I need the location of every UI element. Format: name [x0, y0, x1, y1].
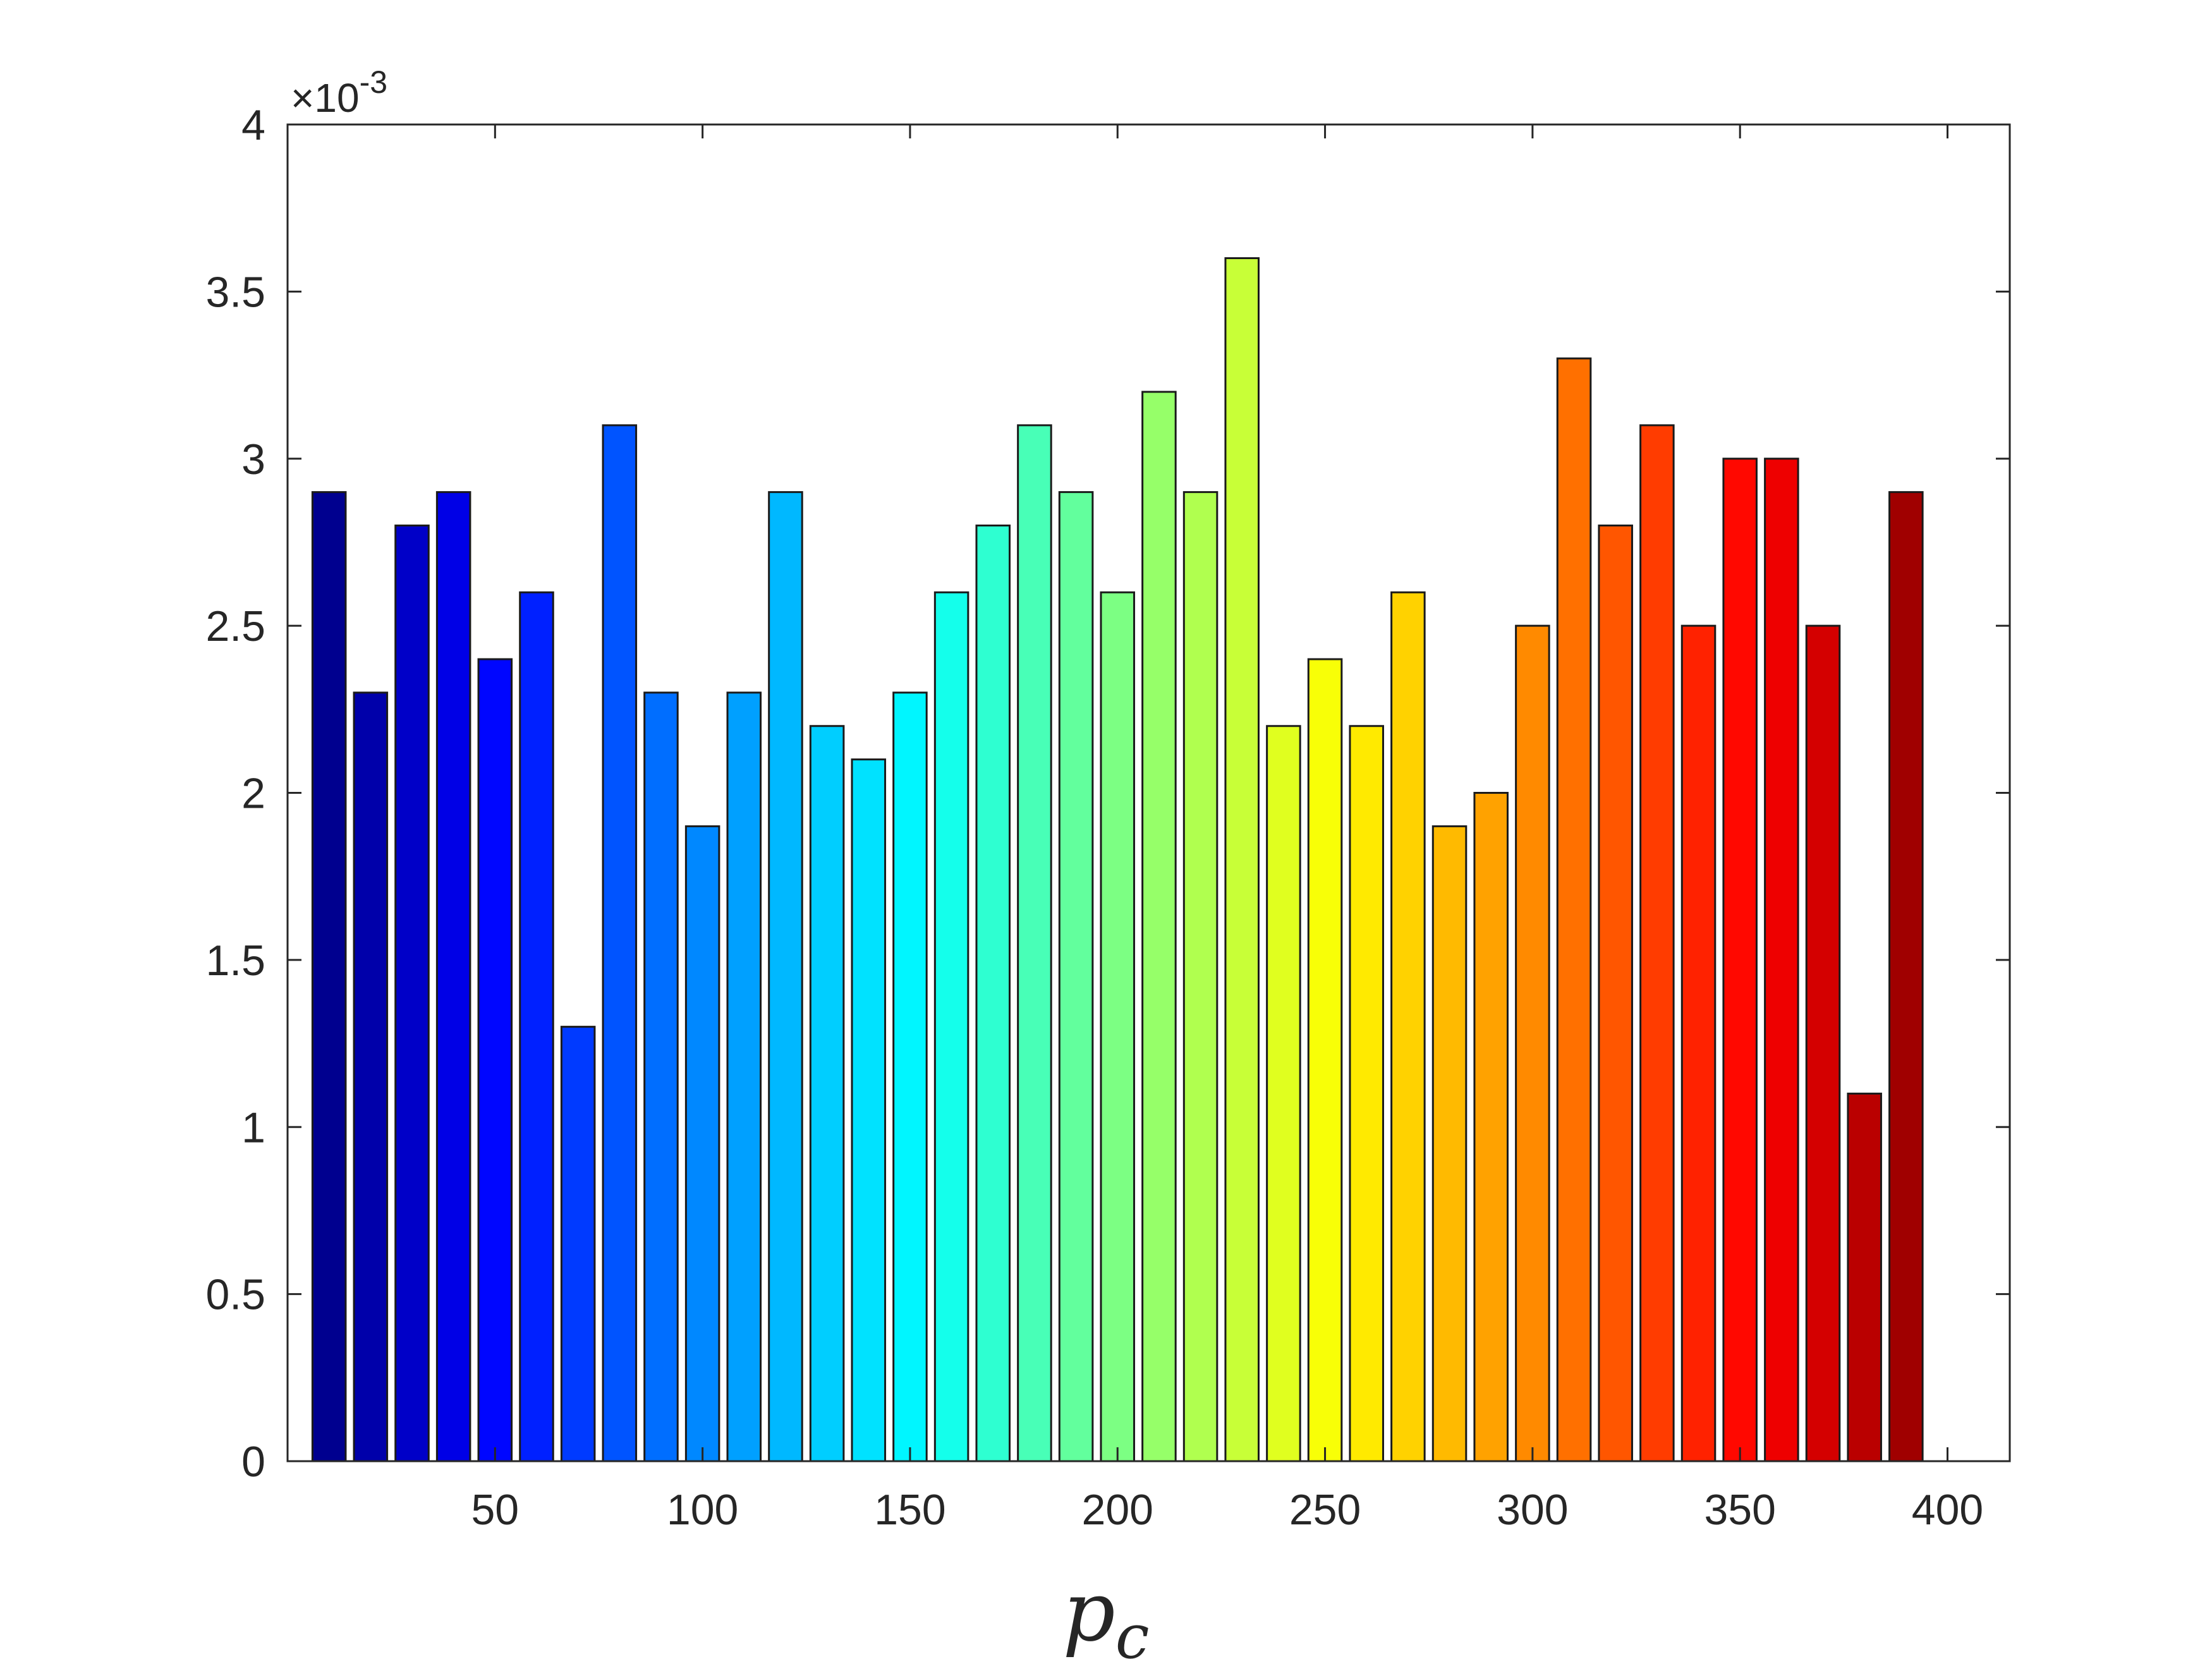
bar [768, 491, 803, 1462]
bar [1598, 525, 1633, 1462]
bar [1307, 658, 1343, 1462]
x-tick-label: 250 [1289, 1486, 1361, 1534]
bar [1805, 624, 1841, 1462]
bar [1390, 591, 1426, 1462]
bar [1722, 458, 1758, 1462]
bar [1556, 357, 1592, 1462]
bar [1349, 725, 1384, 1462]
bar [933, 591, 969, 1462]
bar [1639, 424, 1675, 1462]
bar [1141, 391, 1177, 1462]
bar [1058, 491, 1094, 1462]
bar [975, 525, 1011, 1462]
y-tick-label: 1.5 [205, 937, 265, 985]
bar [477, 658, 513, 1462]
bar [1224, 257, 1260, 1462]
bar [519, 591, 554, 1462]
bar [1266, 725, 1301, 1462]
bar [1473, 792, 1509, 1462]
x-tick-label: 400 [1912, 1486, 1983, 1534]
x-axis: 50 100 150 200 250 300 350 400 [471, 125, 1983, 1534]
y-tick-label: 0 [241, 1438, 265, 1486]
bar [851, 758, 887, 1462]
y-axis-multiplier: ×10-3 [291, 64, 387, 121]
bar [602, 424, 638, 1462]
bar [1680, 624, 1717, 1462]
y-tick-label: 1 [241, 1103, 265, 1152]
bar [726, 691, 762, 1462]
bar [1888, 491, 1924, 1462]
y-axis: 0 0.5 1 1.5 2 2.5 3 3.5 4 [205, 101, 2010, 1486]
x-tick-label: 300 [1497, 1486, 1568, 1534]
y-tick-label: 0.5 [205, 1271, 265, 1319]
bars-group [311, 257, 1924, 1462]
x-tick-label: 50 [471, 1486, 519, 1534]
bar [1847, 1092, 1882, 1462]
bar [1100, 591, 1136, 1462]
x-tick-label: 150 [874, 1486, 945, 1534]
bar [560, 1026, 596, 1462]
y-tick-label: 2.5 [205, 602, 265, 650]
bar [809, 725, 845, 1462]
bar [1017, 424, 1052, 1462]
bar [311, 491, 347, 1462]
y-tick-label: 3.5 [205, 268, 265, 316]
y-tick-label: 2 [241, 770, 265, 818]
x-tick-label: 200 [1082, 1486, 1153, 1534]
x-axis-label: pc [1063, 1564, 1150, 1659]
y-tick-label: 4 [241, 101, 265, 149]
bar [1431, 825, 1468, 1462]
y-tick-label: 3 [241, 435, 265, 483]
bar [394, 525, 430, 1462]
bar [1515, 624, 1550, 1462]
bar [1764, 458, 1799, 1462]
x-tick-label: 100 [667, 1486, 738, 1534]
bar [1182, 491, 1218, 1462]
bar [892, 691, 928, 1462]
bar [353, 691, 389, 1462]
x-axis-label-subscript: c [1115, 1601, 1150, 1659]
bar [684, 825, 720, 1462]
bar [435, 491, 471, 1462]
bar [643, 691, 679, 1462]
y-axis-multiplier-exponent: -3 [360, 64, 387, 100]
x-tick-label: 350 [1704, 1486, 1775, 1534]
